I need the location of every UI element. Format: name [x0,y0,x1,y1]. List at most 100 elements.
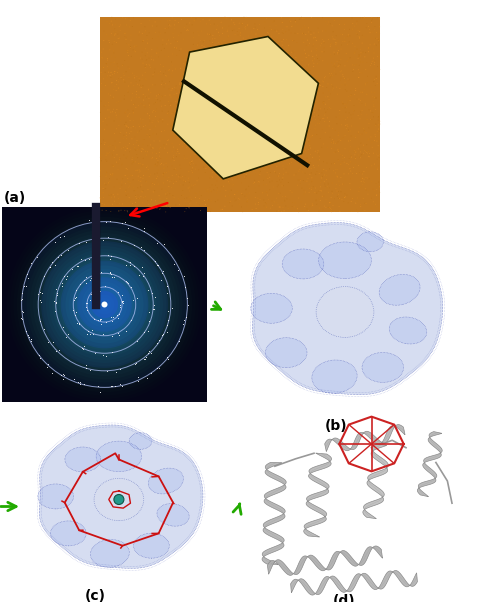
Point [362,199,370,208]
Point [188,145,196,155]
Point [193,123,200,132]
Point [291,62,299,72]
Point [102,59,110,69]
Point [305,137,313,146]
Point [356,51,364,61]
Point [213,156,221,166]
Point [170,259,178,268]
Point [301,145,309,155]
Point [373,163,381,173]
Point [360,178,368,187]
Point [313,148,321,158]
Point [191,51,199,61]
Point [212,119,220,128]
Point [217,87,225,97]
Point [306,59,313,69]
Point [350,106,357,116]
Point [239,86,247,96]
Point [333,57,341,66]
Point [252,88,260,98]
Point [162,189,170,199]
Point [264,99,272,108]
Point [273,111,281,120]
Point [356,152,364,162]
Point [122,153,130,163]
Point [170,126,178,136]
Point [219,163,227,173]
Point [158,92,166,101]
Point [332,147,340,157]
Point [357,182,365,192]
Point [321,73,328,82]
Point [257,73,265,83]
Point [156,197,164,207]
Point [336,193,343,203]
Point [237,37,245,46]
Point [276,144,284,154]
Point [186,124,194,134]
Point [200,163,208,172]
Point [34,290,42,299]
Point [370,48,378,58]
Point [275,202,283,212]
Point [173,101,181,110]
Point [179,190,187,200]
Point [372,190,380,200]
Point [157,46,165,55]
Point [94,381,101,391]
Point [305,187,313,197]
Point [310,33,317,43]
Point [347,142,355,152]
Point [142,68,149,78]
Point [229,120,237,129]
Point [296,155,303,165]
Point [18,314,26,324]
Point [251,183,259,193]
Point [341,73,349,83]
Point [75,319,83,329]
Point [179,96,186,106]
Point [71,374,78,383]
Point [368,177,375,187]
Point [251,86,259,96]
Point [89,329,97,338]
Point [106,60,114,69]
Point [249,204,256,214]
Point [238,202,245,212]
Point [172,43,180,53]
Point [104,98,112,107]
Point [267,168,274,178]
Point [306,39,313,48]
Point [253,64,261,73]
Point [374,61,382,71]
Point [263,168,271,178]
Point [316,115,324,125]
Point [215,126,223,136]
Point [345,146,353,156]
Point [137,82,145,92]
Point [213,143,221,152]
Point [360,167,368,176]
Point [173,51,181,60]
Point [204,185,212,194]
Point [271,168,279,178]
Point [157,114,165,123]
Point [370,24,378,34]
Point [226,146,234,155]
Point [314,146,322,155]
Point [197,131,205,140]
Point [297,121,305,131]
Point [150,99,158,109]
Point [278,13,285,22]
Point [327,104,335,113]
Point [251,43,259,52]
Point [327,39,335,49]
Point [344,122,352,131]
Point [120,75,128,84]
Point [101,124,109,134]
Point [209,138,217,148]
Point [274,53,282,63]
Point [150,106,158,116]
Point [222,191,229,201]
Point [147,88,155,98]
